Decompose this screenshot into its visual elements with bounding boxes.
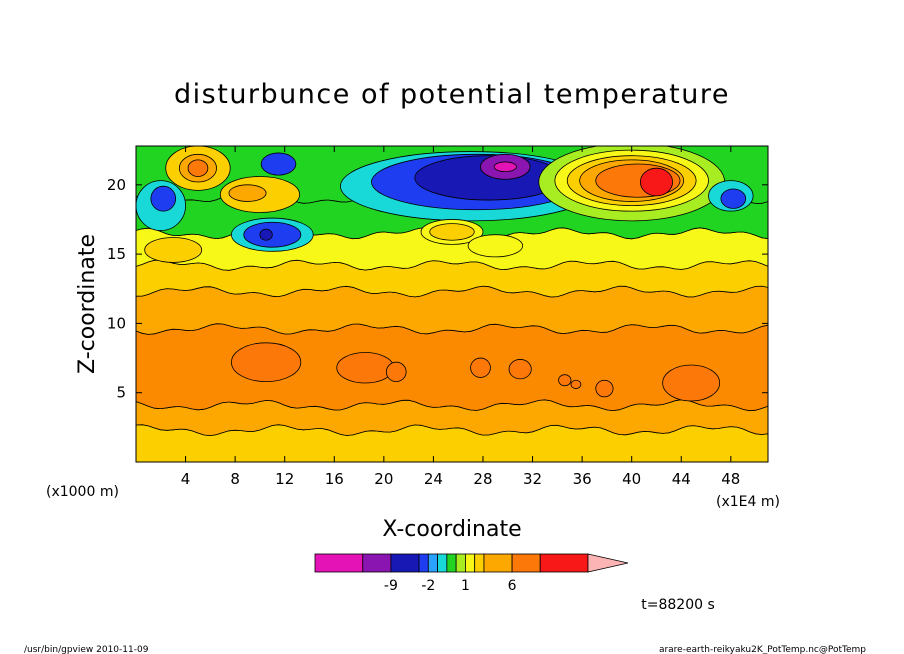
time-label: t=88200 s — [641, 597, 715, 613]
colorbar-swatch — [362, 553, 392, 573]
x-tick-label: 32 — [523, 470, 542, 488]
x-axis-label: X-coordinate — [382, 517, 521, 542]
anomaly-cell — [558, 374, 572, 387]
colorbar-swatch — [474, 553, 485, 573]
anomaly-cell — [662, 364, 721, 402]
x-tick-label: 40 — [622, 470, 641, 488]
colorbar-labels: -9 -2 1 6 — [384, 578, 517, 594]
colorbar-swatch — [390, 553, 420, 573]
x-tick-label: 48 — [721, 470, 740, 488]
anomaly-cell — [467, 234, 524, 258]
anomaly-cell — [595, 379, 614, 398]
temperature-layer — [136, 323, 768, 412]
x-tick-label: 28 — [473, 470, 492, 488]
colorbar-swatch — [314, 553, 364, 573]
colorbar-swatch — [446, 553, 457, 573]
colorbar-swatch — [427, 553, 438, 573]
x-tick-label: 16 — [325, 470, 344, 488]
chart-title: disturbunce of potential temperature — [174, 79, 730, 110]
anomaly-cell — [260, 152, 297, 176]
colorbar-swatch — [483, 553, 513, 573]
plot-area — [136, 146, 768, 462]
anomaly-cell — [720, 188, 747, 209]
y-axis-ticks: 5 10 15 20 — [107, 176, 768, 402]
anomaly-cell — [508, 359, 532, 380]
colorbar-swatch — [465, 553, 476, 573]
anomaly-cell — [150, 185, 177, 212]
y-tick-label: 5 — [116, 384, 126, 402]
anomaly-cell — [639, 167, 673, 197]
anomaly-cell — [385, 361, 407, 383]
x-tick-label: 8 — [230, 470, 240, 488]
x-tick-label: 44 — [672, 470, 691, 488]
anomaly-cell — [493, 161, 517, 173]
x-tick-label: 12 — [275, 470, 294, 488]
colorbar-tick-label: -9 — [384, 578, 398, 594]
anomaly-cell — [228, 184, 267, 202]
colorbar-swatch — [418, 553, 429, 573]
x-tick-label: 20 — [374, 470, 393, 488]
x-unit-label: (x1E4 m) — [716, 494, 780, 510]
anomaly-cell — [144, 237, 203, 263]
x-axis-ticks: 4 8 12 16 20 24 28 32 36 40 44 48 — [181, 146, 740, 488]
y-unit-label: (x1000 m) — [46, 484, 119, 500]
footer-left: /usr/bin/gpview 2010-11-09 — [24, 645, 149, 654]
y-tick-label: 20 — [107, 176, 126, 194]
colorbar-tick-label: -2 — [421, 578, 435, 594]
colorbar-swatch — [437, 553, 448, 573]
y-tick-label: 15 — [107, 245, 126, 263]
anomaly-cell — [259, 228, 273, 241]
anomaly-cell — [470, 357, 491, 378]
anomaly-cell — [336, 352, 395, 384]
x-tick-label: 36 — [573, 470, 592, 488]
anomaly-cell — [231, 342, 302, 383]
y-tick-label: 10 — [107, 314, 126, 332]
x-tick-label: 24 — [424, 470, 443, 488]
anomaly-cell — [429, 223, 475, 241]
colorbar-extension-arrow — [587, 553, 629, 573]
colorbar-swatch — [511, 553, 541, 573]
colorbar — [314, 553, 629, 573]
anomaly-cell — [570, 379, 582, 389]
colorbar-tick-label: 6 — [508, 578, 517, 594]
x-tick-label: 4 — [181, 470, 191, 488]
footer-right: arare-earth-reikyaku2K_PotTemp.nc@PotTem… — [659, 645, 866, 654]
anomaly-cell — [187, 159, 209, 177]
colorbar-swatch — [455, 553, 466, 573]
colorbar-swatch — [539, 553, 589, 573]
temperature-anomaly-cells — [136, 146, 754, 402]
y-axis-label: Z-coordinate — [75, 234, 100, 374]
colorbar-tick-label: 1 — [461, 578, 470, 594]
plot-frame — [135, 145, 769, 463]
